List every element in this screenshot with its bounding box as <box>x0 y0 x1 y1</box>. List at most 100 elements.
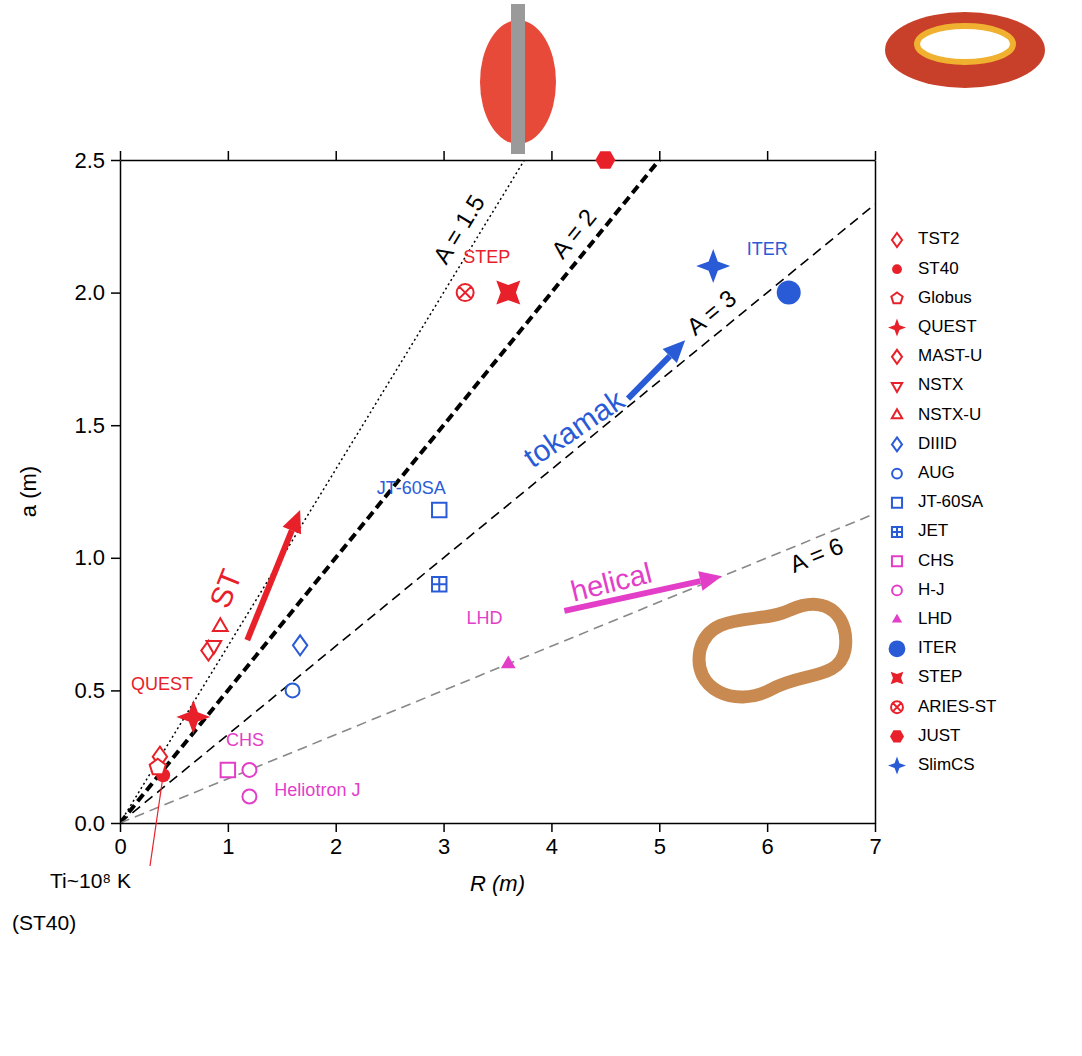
x-tick: 1 <box>222 823 234 859</box>
x-tick: 5 <box>654 823 666 859</box>
point <box>286 683 300 697</box>
legend-label: AUG <box>918 463 955 482</box>
top-tick-mark <box>335 151 337 160</box>
legend-label: JET <box>918 521 948 540</box>
aspect-ratio-line <box>120 160 875 823</box>
top-tick <box>336 151 337 160</box>
right-axis <box>875 161 876 824</box>
top-tick <box>228 151 229 160</box>
legend: TST2ST40GlobusQUESTMAST-UNSTXNSTX-UDIIID… <box>888 229 996 774</box>
y-tick-label: 2.0 <box>74 280 105 305</box>
x-axis-line <box>121 823 876 825</box>
x-tick-mark <box>551 823 553 832</box>
arrows <box>247 340 722 640</box>
y-axis-line <box>120 161 122 824</box>
legend-marker <box>892 409 902 418</box>
annotation: tokamak <box>517 382 630 473</box>
top-tick-mark <box>443 151 445 160</box>
annotation: CHS <box>226 730 264 750</box>
point <box>777 281 801 305</box>
arrow-head <box>698 571 722 591</box>
legend-label: STEP <box>918 667 962 686</box>
y-tick-mark <box>111 558 120 560</box>
x-tick-mark <box>228 823 230 832</box>
y-tick-mark <box>111 823 120 825</box>
point <box>206 641 221 654</box>
point <box>213 618 228 631</box>
icon <box>511 4 525 154</box>
y-tick-label: 0.5 <box>74 678 105 703</box>
aspect-ratio-line <box>120 514 875 823</box>
legend-marker <box>892 556 902 566</box>
arrow-head <box>283 510 302 534</box>
legend-marker <box>891 292 902 303</box>
x-tick-label: 2 <box>330 834 342 859</box>
x-tick-mark <box>335 823 337 832</box>
top-tick-mark <box>551 151 553 160</box>
top-tick <box>120 151 121 160</box>
arrow-shaft <box>564 581 700 611</box>
legend-marker <box>888 757 906 775</box>
legend-label: NSTX <box>918 375 963 394</box>
point <box>696 249 730 283</box>
point <box>432 577 446 591</box>
aspect-ratio-line <box>120 204 875 823</box>
chart: A = 1.5A = 2A = 3A = 6012345670.00.51.01… <box>0 0 1082 1056</box>
point <box>242 789 256 803</box>
leader-line <box>150 775 163 866</box>
legend-marker <box>888 319 906 337</box>
x-tick-label: 3 <box>438 834 450 859</box>
x-tick-mark <box>659 823 661 832</box>
note: (ST40) <box>12 911 76 934</box>
top-tick <box>875 151 876 160</box>
y-tick: 1.5 <box>74 413 120 438</box>
x-tick-label: 1 <box>222 834 234 859</box>
legend-marker <box>892 233 902 247</box>
x-tick-label: 6 <box>762 834 774 859</box>
top-tick <box>444 151 445 160</box>
x-tick-mark <box>443 823 445 832</box>
legend-label: CHS <box>918 551 954 570</box>
annotation: STEP <box>463 247 510 267</box>
top-tick-mark <box>659 151 661 160</box>
legend-marker <box>892 527 902 537</box>
legend-label: MAST-U <box>918 346 982 365</box>
annotation: ITER <box>747 239 788 259</box>
line-label: A = 3 <box>681 284 741 340</box>
right-axis-line <box>875 161 877 824</box>
x-tick: 0 <box>114 823 126 859</box>
icons <box>480 4 1045 697</box>
icon <box>917 26 1013 62</box>
line-label: A = 6 <box>786 532 847 578</box>
y-axis: 0.0 0.5 1.0 1.5 2.0 2.5 <box>74 148 120 836</box>
annotation: LHD <box>467 608 503 628</box>
y-tick-label: 1.0 <box>74 545 105 570</box>
legend-label: NSTX-U <box>918 405 981 424</box>
point <box>221 763 235 777</box>
x-tick: 7 <box>869 823 881 859</box>
point <box>242 763 256 777</box>
legend-label: QUEST <box>918 317 977 336</box>
x-tick-mark <box>875 823 877 832</box>
x-tick: 6 <box>762 823 774 859</box>
point <box>150 759 166 774</box>
y-tick-mark <box>111 425 120 427</box>
point <box>457 284 474 301</box>
x-tick-label: 5 <box>654 834 666 859</box>
point <box>501 655 516 668</box>
top-axis <box>121 151 876 161</box>
arrow-head <box>663 340 686 363</box>
x-tick-label: 4 <box>546 834 558 859</box>
x-axis: 0 1 2 3 4 5 6 7 <box>114 823 881 859</box>
legend-marker <box>892 614 902 623</box>
y-tick-label: 0.0 <box>74 811 105 836</box>
point <box>176 700 210 734</box>
y-tick-label: 2.5 <box>74 148 105 173</box>
arrow-shaft <box>247 530 292 640</box>
y-axis-title: a (m) <box>16 466 41 517</box>
y-tick: 1.0 <box>74 545 120 570</box>
top-tick <box>767 151 768 160</box>
line-labels: A = 1.5A = 2A = 3A = 6 <box>428 190 847 578</box>
note: Ti~10⁸ K <box>50 869 131 892</box>
legend-label: LHD <box>918 609 952 628</box>
